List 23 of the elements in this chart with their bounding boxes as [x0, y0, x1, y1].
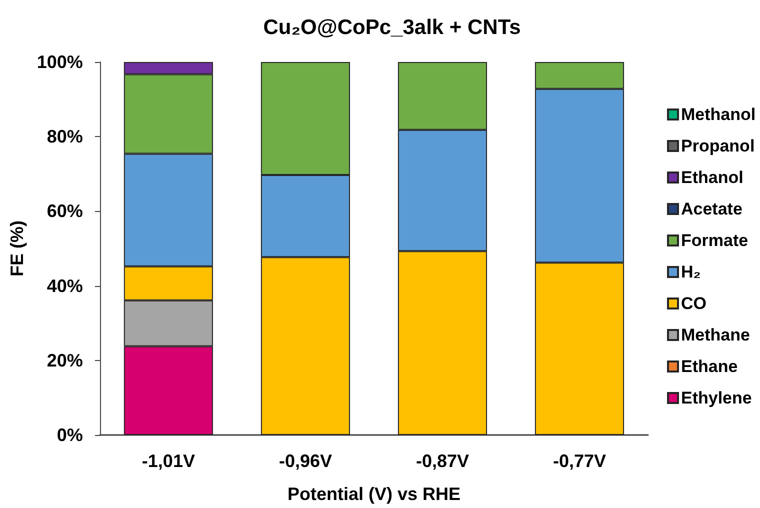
y-tick-label: 100%: [36, 52, 83, 72]
x-tick-label: -0,87V: [416, 451, 469, 471]
legend-label: Acetate: [681, 200, 742, 218]
y-tick-label: 80%: [46, 126, 83, 147]
legend-label: Ethylene: [681, 388, 752, 408]
legend-label: Methanol: [681, 105, 756, 124]
legend-label: Propanol: [681, 136, 755, 156]
y-tick-label: 0%: [56, 425, 83, 445]
legend-label: Ethane: [681, 357, 738, 376]
legend-label: Ethanol: [681, 168, 744, 187]
legend-label: H₂: [681, 262, 701, 282]
y-axis-title: FE (%): [7, 220, 27, 276]
chart-title: Cu₂O@CoPc_3alk + CNTs: [263, 16, 521, 39]
y-tick-label: 60%: [46, 201, 83, 222]
legend-label: CO: [681, 294, 706, 313]
y-tick-label: 20%: [46, 350, 83, 370]
x-tick-label: -0,96V: [278, 451, 332, 471]
x-tick-label: -1,01V: [142, 451, 195, 471]
y-tick-label: 40%: [46, 276, 83, 296]
legend-label: Methane: [681, 326, 750, 344]
x-axis-title: Potential (V) vs RHE: [287, 484, 460, 504]
legend-label: Formate: [681, 231, 748, 250]
x-tick-label: -0,77V: [552, 451, 606, 471]
